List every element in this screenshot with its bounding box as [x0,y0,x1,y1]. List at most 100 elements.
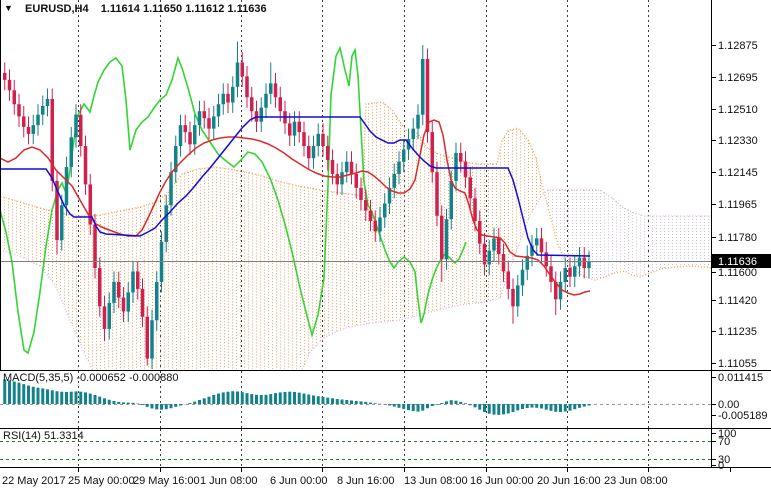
candle-body [482,243,487,265]
candle-body [421,58,425,115]
chart-title: ▼ EURUSD,H4 1.11614 1.11650 1.11612 1.11… [4,3,267,16]
candle-body [79,114,83,147]
candle-body [535,238,539,246]
candle-body [231,86,235,103]
vertical-gridlines [78,0,649,467]
candle-body [121,297,126,312]
candle-body [235,62,240,87]
svg-text:0.011415: 0.011415 [718,372,763,384]
candle-body [558,281,563,300]
candle-body [511,288,515,307]
candle-body [383,203,387,218]
candle-body [316,133,320,147]
candle-body [397,161,401,174]
rsi-value: 51.3314 [43,430,84,442]
candle-body [145,316,149,359]
candle-body [197,111,202,126]
rsi-indicator-label: RSI(14) 51.3314 [3,430,84,443]
symbol-period-label: EURUSD,H4 [25,3,89,15]
candle-body [107,302,111,329]
candle-body [140,288,145,317]
candle-body [150,320,154,359]
candle-body [520,269,525,286]
candle-body [155,281,159,321]
candle-body [102,306,107,329]
kijun-sen-line [0,116,591,257]
candle-body [22,116,26,127]
candle-body [487,250,491,265]
candle-body [221,93,225,105]
current-price-badge [712,254,771,268]
candle-body [259,107,263,122]
time-axis-label: 22 May 2017 [2,475,66,487]
candle-body [302,132,306,147]
candle-body [273,83,278,98]
candle-body [440,215,444,260]
candle-body [354,173,358,188]
time-axis-label: 16 Jun 00:00 [470,475,534,487]
candle-body [174,146,178,173]
symbol-dropdown-icon[interactable]: ▼ [4,3,13,13]
candle-body [245,76,249,98]
candle-body [340,172,344,185]
time-axis-label: 25 May 00:00 [68,475,135,487]
rsi-plot [0,441,711,460]
panel-borders [0,0,771,468]
svg-text:1.11600: 1.11600 [718,267,757,279]
candle-body [12,90,16,105]
candle-body [7,79,12,91]
candle-body [250,97,254,112]
candle-body [264,93,268,108]
candle-body [473,198,477,221]
candle-body [326,146,330,160]
candle-body [169,172,173,206]
svg-text:1.11780: 1.11780 [718,232,757,244]
candle-body [411,128,415,140]
candle-body [516,285,520,307]
candle-body [292,121,297,136]
candle-body [136,271,140,289]
ohlc-high: 1.11650 [142,3,183,15]
candle-body [17,104,21,117]
candle-body [288,123,292,136]
candle-body [335,173,339,185]
candle-body [74,114,78,138]
macd-signal-value: -0.000880 [128,372,179,384]
candle-body [497,238,501,255]
svg-text:1.11965: 1.11965 [718,199,757,211]
candle-body [193,125,197,145]
candle-body [549,266,553,282]
candle-body [212,116,216,129]
svg-text:100: 100 [718,428,736,440]
candle-body [587,261,591,268]
candle-body [449,180,453,220]
candle-body [55,180,59,241]
candle-body [60,205,64,241]
candle-body [530,245,534,256]
candle-body [207,118,211,129]
svg-text:0.00: 0.00 [718,399,739,411]
price-axis: 1.12875 1.12695 1.12510 1.12330 1.12145 1.119… [712,40,771,370]
candle-body [240,62,244,77]
candle-body [435,172,439,216]
candle-body [69,137,73,167]
candle-body [269,83,273,94]
candle-body [41,105,45,115]
candle-body [83,146,88,185]
candle-body [463,161,468,178]
candle-body [359,187,363,201]
svg-text:30: 30 [718,454,730,466]
candle-body [45,99,50,106]
candle-body [459,153,463,162]
candle-body [50,99,54,181]
time-axis-label: 1 Jun 08:00 [200,475,258,487]
candle-body [88,184,92,225]
time-axis-label: 13 Jun 08:00 [404,475,468,487]
ohlc-close: 1.11636 [227,3,267,15]
candle-body [183,125,187,133]
candle-body [164,205,168,242]
candle-body [573,266,577,277]
